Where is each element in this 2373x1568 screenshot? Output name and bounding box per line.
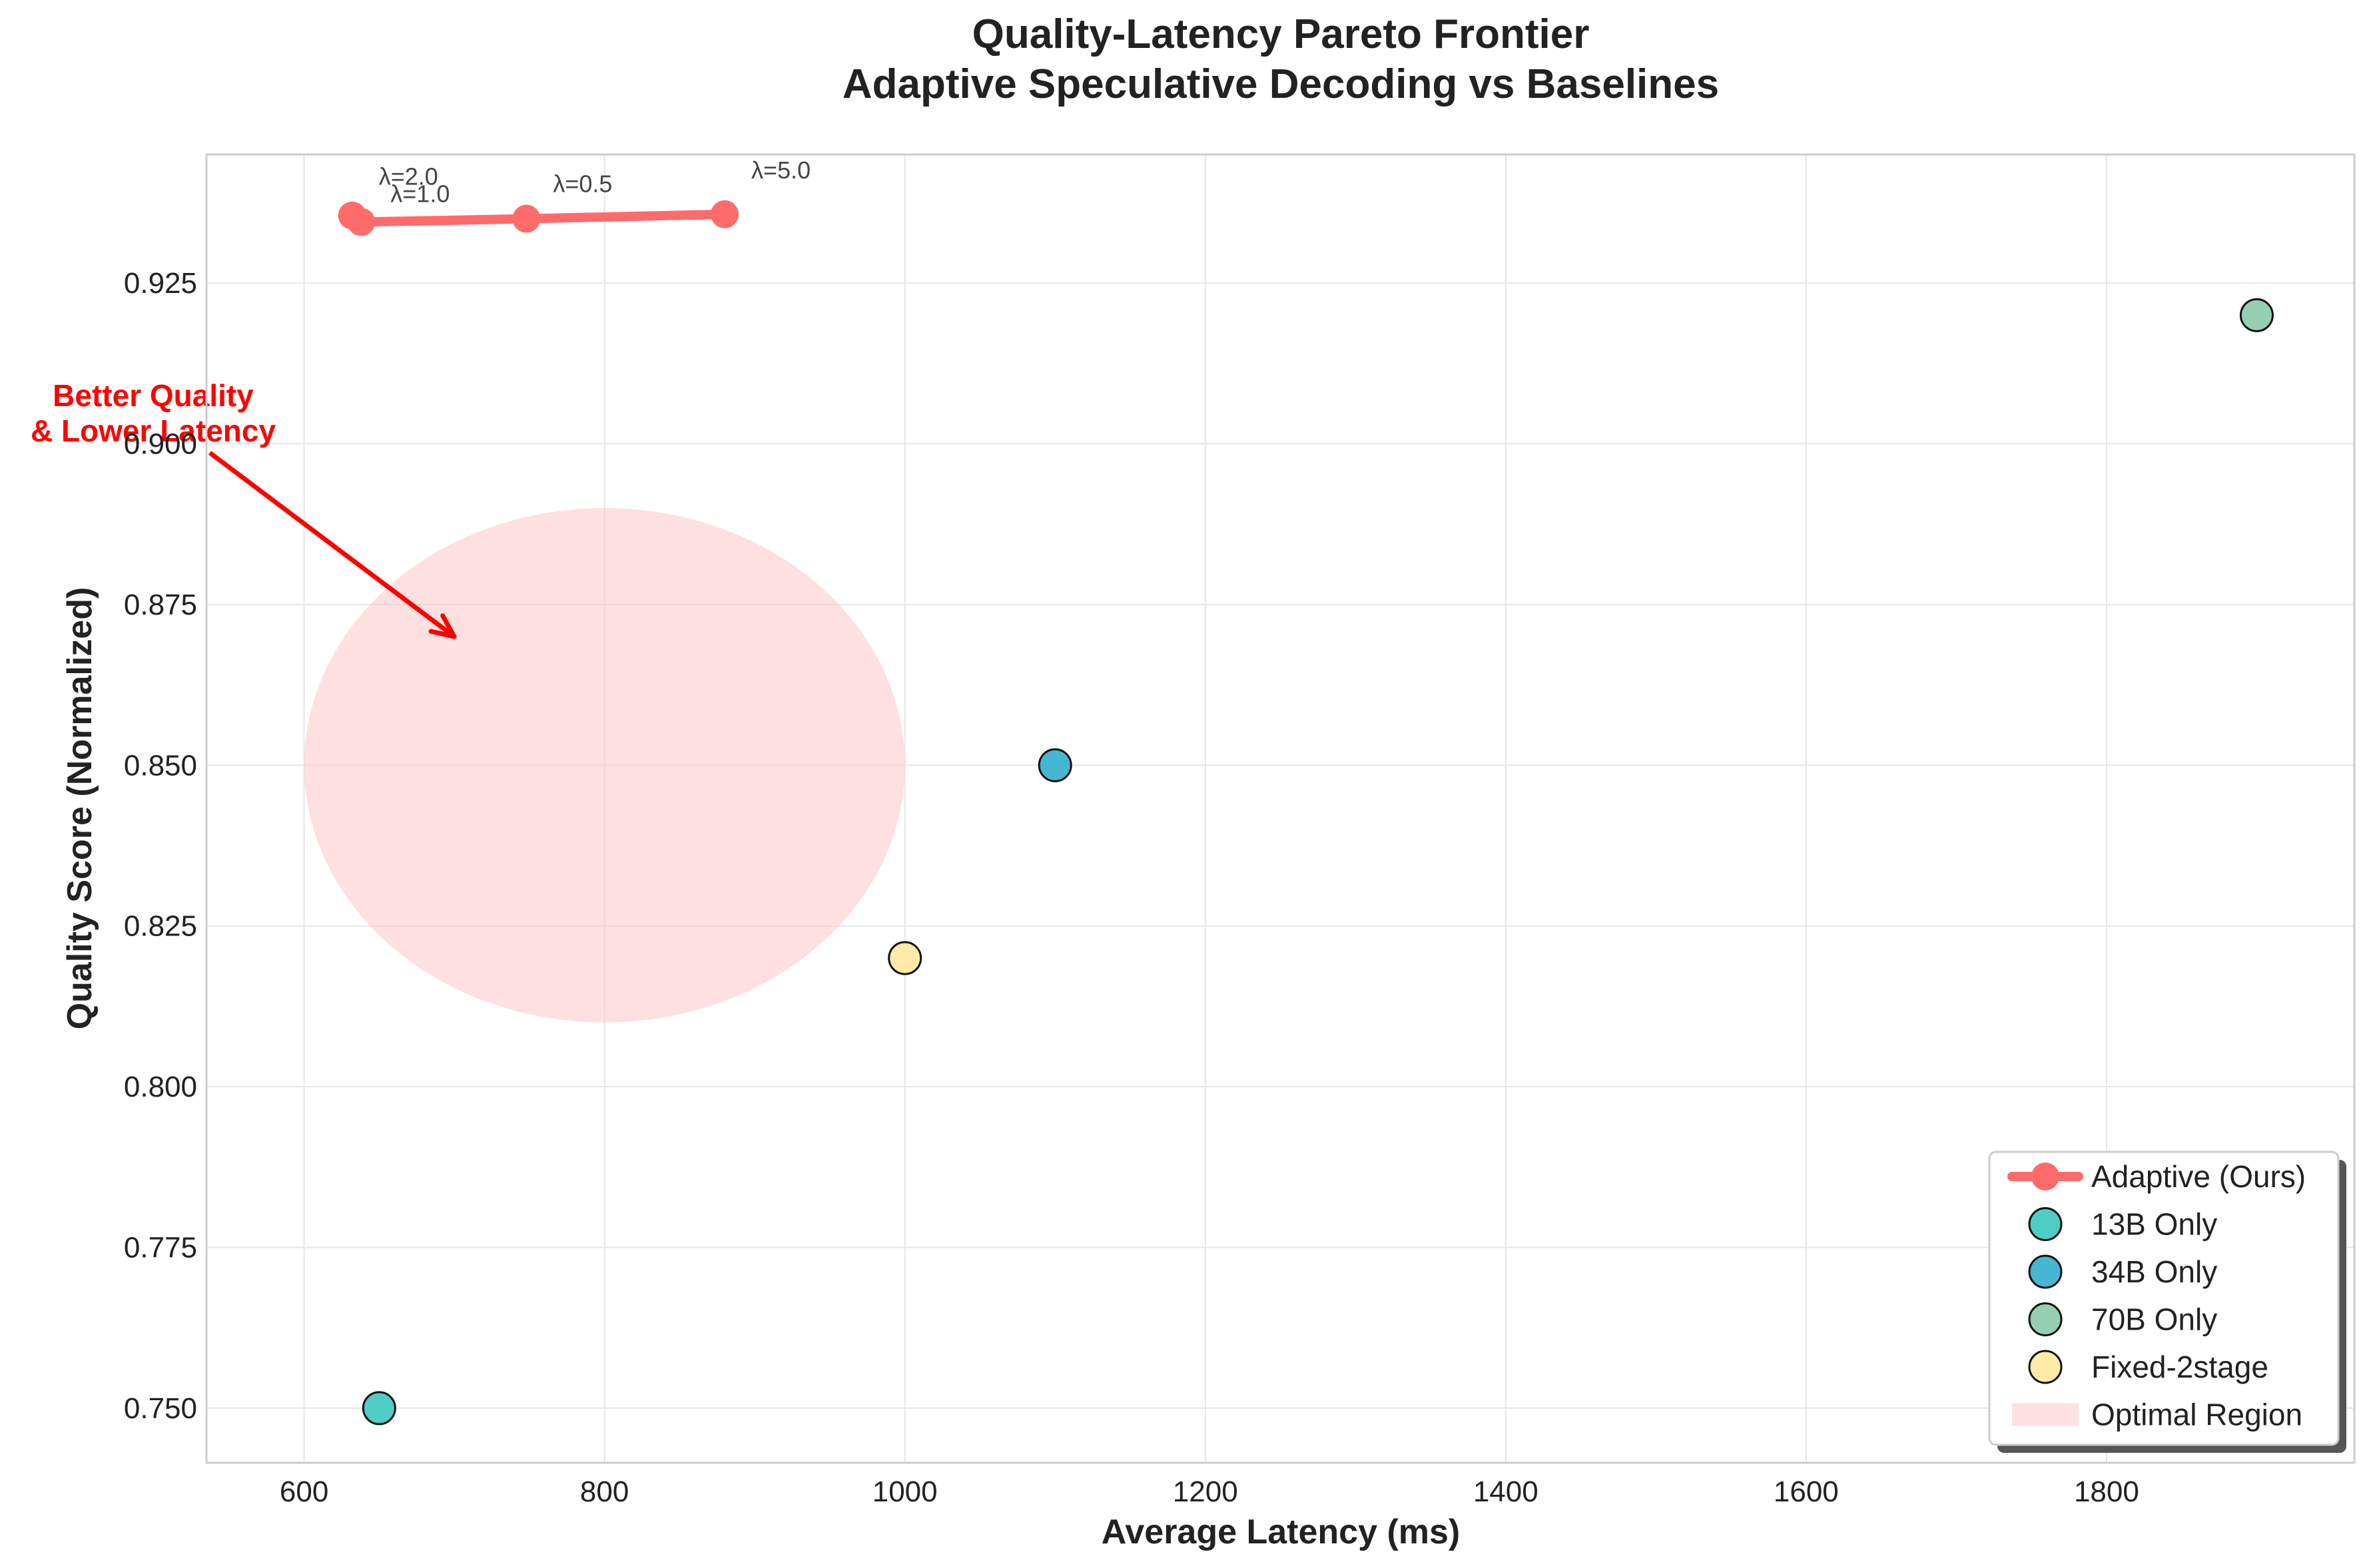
annotation-layer: Better Quality& Lower Latency	[31, 378, 457, 639]
legend-marker-swatch	[2028, 1207, 2063, 1241]
adaptive-point	[512, 204, 541, 233]
y-tick-label: 0.800	[124, 1071, 197, 1103]
y-tick-label: 0.775	[124, 1232, 197, 1264]
lambda-label: λ=0.5	[553, 170, 612, 198]
legend-marker-swatch	[2028, 1254, 2063, 1289]
legend-region-swatch	[2012, 1403, 2079, 1426]
annotation-text: Better Quality	[53, 378, 254, 413]
legend-marker-swatch	[2028, 1302, 2063, 1336]
annotation-arrow-shaft	[208, 451, 456, 639]
x-tick-label: 1800	[2074, 1475, 2139, 1508]
y-tick-label: 0.850	[124, 749, 197, 782]
scatter-point-fixed-2stage	[888, 941, 922, 975]
legend-marker-swatch	[2031, 1163, 2059, 1190]
x-tick-label: 1400	[1473, 1475, 1538, 1508]
adaptive-point	[711, 200, 739, 228]
legend-label: 13B Only	[2091, 1207, 2217, 1242]
scatter-point-13b-only	[362, 1391, 396, 1426]
x-axis-label: Average Latency (ms)	[1102, 1513, 1461, 1551]
annotation-text: & Lower Latency	[31, 413, 276, 448]
series-layer: λ=2.0λ=1.0 λ=0.5 λ=5.0	[338, 156, 2274, 1426]
legend-label: Optimal Region	[2091, 1398, 2302, 1432]
y-tick-label: 0.925	[124, 267, 197, 300]
chart-title: Quality-Latency Pareto Frontier	[972, 11, 1590, 57]
y-tick-label: 0.875	[124, 589, 197, 621]
legend-items: Adaptive (Ours) 13B Only 34B Only 70B Only F…	[2007, 1159, 2306, 1432]
legend: Adaptive (Ours) 13B Only 34B Only 70B Only F…	[1988, 1151, 2346, 1453]
annotation-arrow-head	[428, 613, 457, 639]
legend-box	[1988, 1151, 2340, 1446]
legend-label: 70B Only	[2091, 1302, 2217, 1337]
optimal-region-layer	[304, 508, 905, 1023]
adaptive-point	[347, 208, 376, 236]
scatter-point-34b-only	[1038, 748, 1072, 782]
y-tick-label: 0.825	[124, 910, 197, 943]
x-tick-label: 1600	[1774, 1475, 1839, 1508]
y-axis-label: Quality Score (Normalized)	[61, 587, 99, 1030]
plot-frame	[205, 153, 2356, 1464]
x-tick-label: 1000	[872, 1475, 938, 1508]
legend-label: Fixed-2stage	[2091, 1350, 2268, 1384]
chart-subtitle: Adaptive Speculative Decoding vs Baselin…	[843, 61, 1719, 107]
scatter-point-70b-only	[2239, 298, 2274, 332]
y-axis-ticks: 0.750 0.775 0.800 0.825 0.850 0.875 0.900 0.925	[124, 267, 197, 1425]
x-axis-ticks: 600 800 1000 1200 1400 1600 1800	[280, 1475, 2139, 1508]
legend-label: Adaptive (Ours)	[2091, 1159, 2306, 1194]
legend-label: 34B Only	[2091, 1254, 2217, 1289]
lambda-label: λ=5.0	[751, 156, 811, 184]
x-tick-label: 600	[280, 1475, 328, 1508]
lambda-label: λ=1.0	[390, 180, 450, 207]
lambda-label: λ=2.0	[379, 163, 438, 190]
y-tick-label: 0.900	[124, 428, 197, 461]
optimal-region-ellipse	[304, 508, 905, 1023]
x-tick-label: 1200	[1173, 1475, 1238, 1508]
legend-marker-swatch	[2028, 1350, 2063, 1384]
x-tick-label: 800	[580, 1475, 629, 1508]
y-tick-label: 0.750	[124, 1392, 197, 1425]
